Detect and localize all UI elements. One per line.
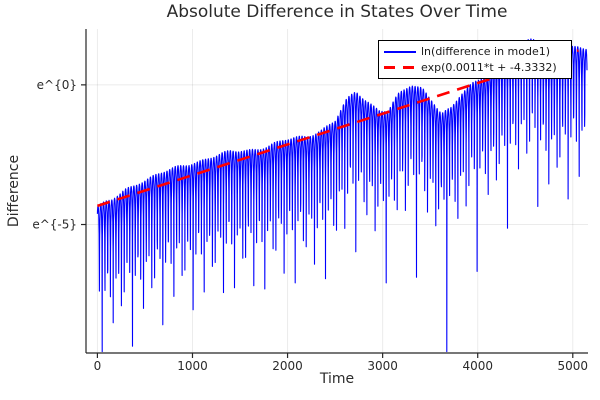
- x-tick-label-5: 5000: [558, 359, 589, 373]
- tick-labels: 0 1000 2000 3000 4000 5000 e^{0} e^{-5}: [32, 78, 588, 373]
- x-tick-label-4: 4000: [462, 359, 493, 373]
- legend-label-series1: ln(difference in mode1): [421, 45, 551, 59]
- legend: ln(difference in mode1) exp(0.0011*t + -…: [378, 40, 572, 79]
- legend-entry-2: exp(0.0011*t + -4.3332): [384, 61, 566, 74]
- series-line-blue: [96, 38, 588, 353]
- y-axis-label: Difference: [6, 154, 22, 228]
- legend-line-sample-red: [384, 65, 416, 69]
- x-tick-label-3: 3000: [367, 359, 398, 373]
- legend-line-sample-blue: [384, 50, 416, 54]
- x-tick-label-0: 0: [94, 359, 102, 373]
- chart-title: Absolute Difference in States Over Time: [166, 2, 508, 22]
- legend-label-series2: exp(0.0011*t + -4.3332): [421, 60, 557, 74]
- y-tick-label-1: e^{-5}: [32, 218, 77, 232]
- x-axis-label: Time: [319, 371, 355, 387]
- y-tick-label-0: e^{0}: [37, 78, 77, 92]
- axes: [81, 29, 588, 358]
- x-tick-label-1: 1000: [177, 359, 208, 373]
- legend-entry-1: ln(difference in mode1): [384, 45, 566, 58]
- data-series: [96, 38, 588, 353]
- x-tick-label-2: 2000: [272, 359, 303, 373]
